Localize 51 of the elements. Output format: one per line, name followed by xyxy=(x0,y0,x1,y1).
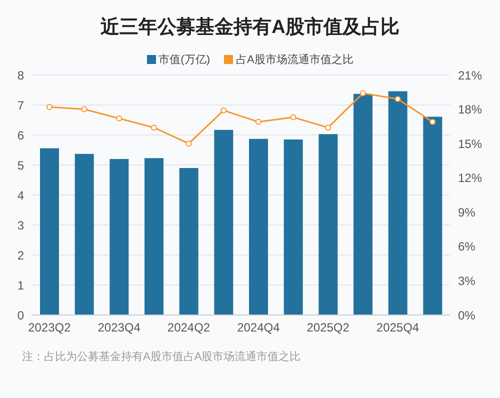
point xyxy=(325,124,332,131)
bar xyxy=(284,140,303,315)
y-tick-label: 5 xyxy=(17,158,24,172)
bar xyxy=(179,168,198,315)
bar xyxy=(423,116,442,315)
legend-label: 占A股市场流通市值之比 xyxy=(234,52,354,67)
point xyxy=(150,124,157,131)
y2-tick-label: 9% xyxy=(458,205,476,220)
bar xyxy=(388,91,408,315)
y2-tick-label: 3% xyxy=(458,274,476,288)
bar xyxy=(144,158,164,315)
bar xyxy=(249,138,268,315)
point xyxy=(220,107,227,114)
y-tick-label: 7 xyxy=(17,98,24,112)
point xyxy=(116,115,122,122)
y-tick-label: 4 xyxy=(17,188,24,202)
bar xyxy=(354,94,372,315)
x-tick-label: 2024Q2 xyxy=(167,320,210,335)
point xyxy=(186,140,192,147)
y-tick-label: 3 xyxy=(17,218,24,232)
point xyxy=(46,104,52,110)
bar xyxy=(214,130,234,315)
y2-tick-label: 21% xyxy=(458,68,482,82)
bar xyxy=(318,134,338,315)
point xyxy=(394,96,401,102)
bar xyxy=(74,154,94,315)
x-tick-label: 2024Q4 xyxy=(237,320,280,335)
y2-tick-label: 15% xyxy=(458,136,482,151)
x-tick-label: 2025Q2 xyxy=(306,320,350,335)
point xyxy=(430,118,436,125)
bar xyxy=(110,159,129,315)
y-tick-label: 0 xyxy=(17,308,24,322)
legend-label: 市值(万亿) xyxy=(158,52,210,67)
y2-tick-label: 12% xyxy=(458,171,482,186)
point xyxy=(290,114,296,120)
bar xyxy=(40,148,59,315)
y-tick-label: 2 xyxy=(17,248,24,262)
text: 注：占比为公募基金持有A股市值占A股市场流通市值之比 xyxy=(22,350,302,364)
x-tick-label: 2023Q2 xyxy=(28,320,72,335)
y2-tick-label: 6% xyxy=(458,240,476,254)
y-tick-label: 1 xyxy=(17,278,24,292)
point xyxy=(360,90,366,96)
x-tick-label: 2025Q4 xyxy=(376,320,420,335)
point xyxy=(255,118,262,125)
chart-title: 近三年公募基金持有A股市值及占比 xyxy=(100,16,400,40)
y-tick-label: 6 xyxy=(17,128,24,142)
point xyxy=(81,106,88,112)
y2-tick-label: 0% xyxy=(458,308,476,322)
x-tick-label: 2023Q4 xyxy=(98,320,141,335)
y2-tick-label: 18% xyxy=(458,102,482,117)
y-tick-label: 8 xyxy=(17,68,24,82)
